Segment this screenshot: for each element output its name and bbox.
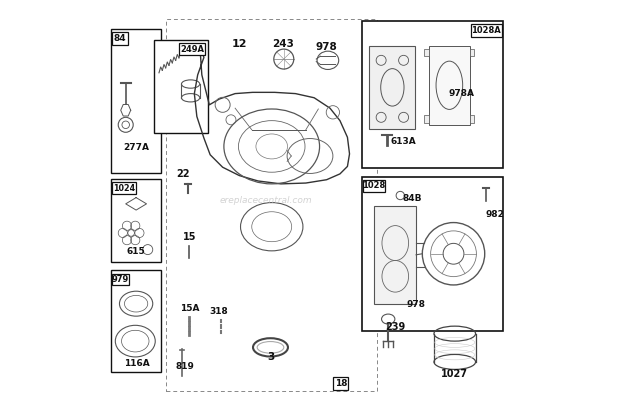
Bar — [362, 21, 503, 168]
Text: 84: 84 — [113, 34, 126, 43]
Bar — [334, 377, 348, 390]
Bar — [428, 46, 470, 125]
Text: 12: 12 — [231, 39, 247, 49]
Text: 318: 318 — [209, 307, 228, 316]
Text: 116A: 116A — [123, 359, 149, 368]
Text: 22: 22 — [176, 169, 190, 179]
Text: 1027: 1027 — [441, 369, 468, 379]
Bar — [470, 49, 474, 56]
Text: 615: 615 — [127, 247, 146, 256]
Text: 819: 819 — [175, 362, 195, 371]
Bar — [167, 19, 376, 391]
Text: 3: 3 — [267, 352, 274, 362]
Bar — [425, 115, 428, 123]
Bar — [362, 177, 503, 331]
Text: ereplacecentral.com: ereplacecentral.com — [220, 196, 312, 205]
Text: 979: 979 — [112, 275, 129, 284]
Text: 18: 18 — [335, 379, 347, 388]
Bar — [112, 274, 128, 285]
Bar — [179, 43, 205, 55]
Text: 978: 978 — [316, 42, 337, 52]
Bar — [470, 115, 474, 123]
Bar — [321, 57, 335, 64]
Bar — [111, 270, 161, 372]
Bar — [471, 24, 502, 37]
Text: 239: 239 — [386, 322, 406, 332]
Bar — [363, 180, 385, 192]
Bar — [370, 46, 415, 129]
Bar — [154, 40, 208, 133]
Text: 1028: 1028 — [363, 181, 386, 191]
Bar — [425, 49, 428, 56]
Text: 15A: 15A — [180, 304, 199, 313]
Text: 978: 978 — [407, 300, 425, 310]
Bar — [111, 29, 161, 173]
Text: 277A: 277A — [123, 143, 149, 152]
Bar — [374, 206, 416, 304]
Text: 15: 15 — [183, 232, 196, 242]
Text: 613A: 613A — [391, 136, 417, 146]
Bar — [112, 32, 128, 45]
Text: 978A: 978A — [449, 89, 475, 98]
Text: 84B: 84B — [402, 194, 422, 203]
Bar — [112, 182, 136, 194]
Text: 1024: 1024 — [113, 183, 135, 193]
Bar — [111, 179, 161, 262]
Text: 982: 982 — [485, 210, 505, 219]
Text: 243: 243 — [272, 39, 294, 49]
Text: 1028A: 1028A — [471, 26, 501, 35]
Text: 249A: 249A — [180, 45, 204, 54]
